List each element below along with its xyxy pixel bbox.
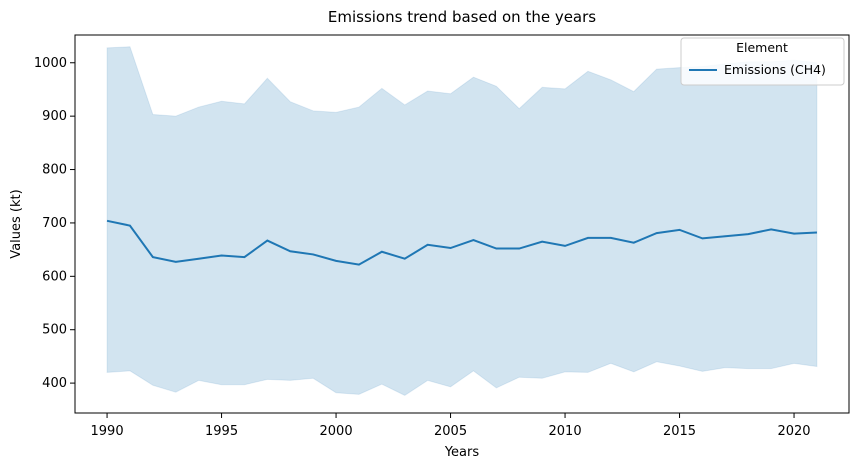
data-point-2016 [701,237,704,240]
x-tick-label-2005: 2005 [434,424,467,439]
y-axis-label: Values (kt) [9,189,24,258]
data-point-2021 [815,231,818,234]
data-point-1991 [128,224,131,227]
data-point-2010 [563,244,566,247]
data-point-2008 [518,247,521,250]
data-point-1992 [151,256,154,259]
data-point-1995 [220,254,223,257]
data-point-2006 [472,238,475,241]
data-point-1996 [243,256,246,259]
y-tick-label-400: 400 [42,376,67,391]
x-tick-label-2010: 2010 [549,424,582,439]
x-tick-label-2000: 2000 [320,424,353,439]
x-tick-label-1990: 1990 [91,424,124,439]
data-point-1999 [312,253,315,256]
data-point-2007 [495,247,498,250]
data-point-1993 [174,260,177,263]
legend-title: Element [736,40,788,55]
data-point-2017 [724,235,727,238]
x-axis: 1990 1995 2000 2005 2010 2015 2020 [91,413,811,439]
legend-box [680,37,845,86]
y-tick-label-1000: 1000 [34,56,67,71]
data-point-2009 [541,240,544,243]
x-tick-label-2015: 2015 [663,424,696,439]
y-tick-label-800: 800 [42,163,67,178]
data-point-2000 [334,259,337,262]
data-point-2013 [632,241,635,244]
data-point-2004 [426,243,429,246]
data-point-1998 [289,250,292,253]
data-point-2020 [792,232,795,235]
data-point-2012 [609,236,612,239]
y-tick-label-600: 600 [42,269,67,284]
plot-area [74,34,850,414]
x-tick-label-1995: 1995 [205,424,238,439]
x-tick-label-2020: 2020 [777,424,810,439]
x-axis-label: Years [444,445,480,460]
data-point-1997 [266,239,269,242]
data-point-1990 [105,219,108,222]
data-point-2002 [380,250,383,253]
data-point-2015 [678,228,681,231]
confidence-band [106,46,818,396]
data-point-2014 [655,231,658,234]
legend: Element Emissions (CH4) [680,37,845,86]
chart-title: Emissions trend based on the years [328,8,596,26]
y-tick-label-900: 900 [42,109,67,124]
data-point-2019 [770,228,773,231]
plot-border [74,34,850,414]
data-point-2001 [357,263,360,266]
data-point-2003 [403,257,406,260]
data-point-1994 [197,257,200,260]
data-point-2011 [586,236,589,239]
plot-background [75,35,849,413]
legend-label-emissions-ch4: Emissions (CH4) [724,62,826,77]
y-axis: 400 500 600 700 800 900 1000 [34,56,75,391]
y-tick-label-700: 700 [42,216,67,231]
data-point-2018 [747,233,750,236]
data-point-2005 [449,246,452,249]
y-tick-label-500: 500 [42,323,67,338]
series-line-emissions-ch4 [106,219,817,266]
